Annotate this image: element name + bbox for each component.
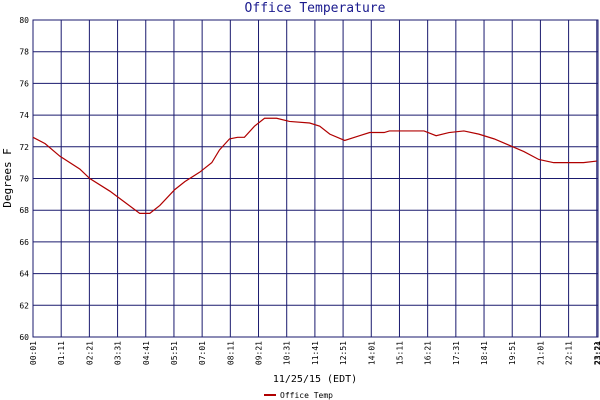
x-tick-label: 23:24 xyxy=(594,341,600,365)
y-tick-label: 78 xyxy=(19,48,29,57)
x-tick-label: 09:21 xyxy=(255,341,264,365)
legend-label: Office Temp xyxy=(280,391,333,400)
x-tick-label: 10:31 xyxy=(283,341,292,365)
x-tick-label: 14:01 xyxy=(367,341,376,365)
y-tick-label: 62 xyxy=(19,301,29,310)
y-tick-label: 60 xyxy=(19,333,29,342)
y-tick-label: 66 xyxy=(19,238,29,247)
y-tick-label: 76 xyxy=(19,79,29,88)
x-tick-label: 19:51 xyxy=(508,341,517,365)
y-tick-label: 80 xyxy=(19,16,29,25)
data-line xyxy=(32,117,597,214)
x-tick-label: 21:01 xyxy=(536,341,545,365)
x-tick-label: 16:21 xyxy=(424,341,433,365)
x-tick-label: 18:41 xyxy=(480,341,489,365)
x-tick-label: 11:41 xyxy=(311,341,320,365)
x-tick-label: 12:51 xyxy=(339,341,348,365)
x-tick-label: 00:01 xyxy=(29,341,38,365)
y-tick-label: 74 xyxy=(19,111,29,120)
x-tick-label: 07:01 xyxy=(198,341,207,365)
x-tick-label: 01:11 xyxy=(57,341,66,365)
x-tick-label: 08:11 xyxy=(226,341,235,365)
x-axis-label: 11/25/15 (EDT) xyxy=(273,374,357,385)
x-tick-label: 02:21 xyxy=(85,341,94,365)
x-tick-label: 03:31 xyxy=(114,341,123,365)
y-axis-label: Degrees F xyxy=(1,148,14,208)
y-tick-label: 72 xyxy=(19,143,29,152)
y-tick-label: 68 xyxy=(19,206,29,215)
x-tick-label: 23:21 xyxy=(593,341,600,365)
chart-title: Office Temperature xyxy=(245,1,386,16)
x-tick-label: 15:11 xyxy=(395,341,404,365)
y-tick-label: 64 xyxy=(19,270,29,279)
x-tick-label: 05:51 xyxy=(170,341,179,365)
x-tick-label: 04:41 xyxy=(142,341,151,365)
y-tick-label: 70 xyxy=(19,175,29,184)
x-tick-label: 22:11 xyxy=(565,341,574,365)
plot-border xyxy=(32,19,599,338)
x-tick-label: 17:31 xyxy=(452,341,461,365)
